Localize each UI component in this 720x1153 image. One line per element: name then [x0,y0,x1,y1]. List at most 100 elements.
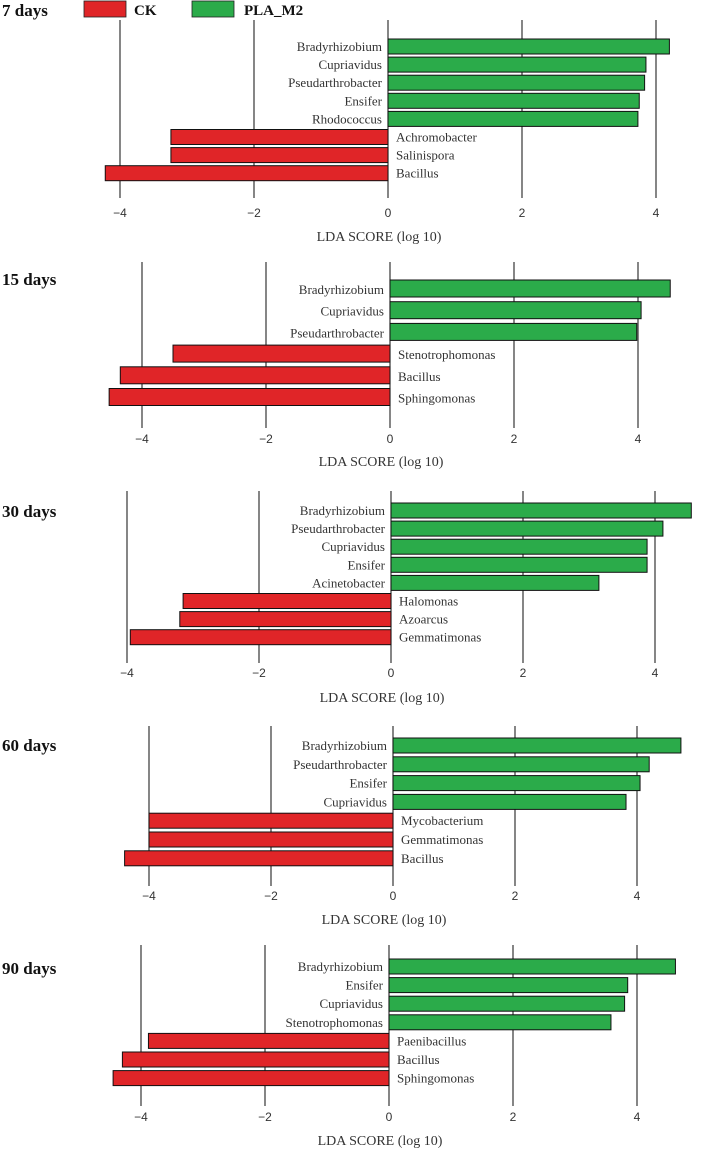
bar-bradyrhizobium [389,279,671,298]
bar-bradyrhizobium [390,502,692,519]
legend-pla-m2-swatch [191,0,235,18]
tick-label: −2 [252,666,266,680]
bar-ensifer [388,977,629,994]
bar-cupriavidus [387,56,647,73]
taxon-label: Sphingomonas [398,391,475,406]
panel-title: 7 days [2,1,48,20]
tick-label: 0 [388,666,395,680]
taxon-label: Bradyrhizobium [300,503,385,518]
bar-pseudarthrobacter [392,756,650,773]
taxon-label: Paenibacillus [397,1033,466,1048]
taxon-label: Cupriavidus [320,304,384,319]
bar-bradyrhizobium [388,958,676,975]
taxon-label: Achromobacter [396,130,478,145]
tick-label: −2 [247,206,261,220]
tick-label: 4 [635,432,642,446]
bar-pseudarthrobacter [390,520,664,537]
taxon-label: Bradyrhizobium [299,282,384,297]
tick-label: 0 [387,432,394,446]
panel-15-days: Bradyrhizobium Cupriavidus Pseudarthrobact… [2,262,671,470]
bar-acinetobacter [390,574,600,591]
tick-label: 2 [512,889,519,903]
tick-label: −4 [113,206,127,220]
taxon-label: Ensifer [349,776,387,791]
tick-label: 0 [390,889,397,903]
x-axis-label: LDA SCORE (log 10) [319,455,444,470]
panel-7-days: Bradyrhizobium Cupriavidus Pseudarthrobact… [2,1,670,245]
bar-bacillus [104,165,389,182]
tick-label: −4 [135,432,149,446]
tick-label: 0 [385,206,392,220]
legend-ck-label: CK [134,3,157,19]
taxon-label: Ensifer [345,978,383,993]
tick-label: 4 [634,1110,641,1124]
tick-label: 2 [511,432,518,446]
taxon-label: Bradyrhizobium [297,39,382,54]
bar-ensifer [392,775,641,792]
taxon-label: Pseudarthrobacter [290,325,385,340]
tick-label: −2 [264,889,278,903]
taxon-label: Bacillus [398,369,441,384]
bar-mycobacterium [148,812,394,829]
taxon-label: Bacillus [396,166,439,181]
taxon-label: Stenotrophomonas [398,347,496,362]
tick-label: −4 [120,666,134,680]
taxon-label: Cupriavidus [321,539,385,554]
bar-gemmatimonas [129,629,392,646]
bar-cupriavidus [392,793,627,810]
panel-90-days: Bradyrhizobium Ensifer Cupriavidus Stenotro… [2,945,676,1149]
panel-60-days: Bradyrhizobium Pseudarthrobacter Ensifer Cu… [2,726,682,928]
taxon-label: Cupriavidus [323,794,387,809]
bar-sphingomonas [108,388,391,406]
bar-pseudarthrobacter [389,322,638,341]
taxon-label: Ensifer [347,557,385,572]
taxon-label: Ensifer [344,93,382,108]
bar-gemmatimonas [148,831,394,848]
panel-title: 60 days [2,736,57,755]
bar-cupriavidus [388,995,626,1012]
bar-bacillus [119,366,391,385]
taxon-label: Rhodococcus [312,111,382,126]
x-axis-label: LDA SCORE (log 10) [320,691,445,706]
taxon-label: Cupriavidus [319,996,383,1011]
bar-rhodococcus [387,110,639,127]
taxon-label: Gemmatimonas [401,832,483,847]
tick-label: 2 [519,206,526,220]
taxon-label: Mycobacterium [401,813,483,828]
bar-sphingomonas [112,1070,390,1087]
taxon-label: Gemmatimonas [399,630,481,645]
panel-title: 90 days [2,959,57,978]
taxon-label: Bradyrhizobium [298,959,383,974]
taxon-label: Bradyrhizobium [302,738,387,753]
bar-paenibacillus [147,1032,390,1049]
taxon-label: Halomonas [399,594,458,609]
bar-bradyrhizobium [387,38,670,55]
taxon-label: Acinetobacter [312,575,386,590]
taxon-label: Pseudarthrobacter [293,757,388,772]
tick-label: 0 [386,1110,393,1124]
taxon-label: Stenotrophomonas [286,1015,384,1030]
legend-pla-m2-label: PLA_M2 [244,3,303,19]
x-axis-label: LDA SCORE (log 10) [318,1134,443,1149]
taxon-label: Bacillus [397,1052,440,1067]
panel-30-days: Bradyrhizobium Pseudarthrobacter Cupriavid… [2,491,692,706]
bar-bradyrhizobium [392,737,682,754]
bar-ensifer [390,556,648,573]
tick-label: 4 [652,666,659,680]
tick-label: −2 [259,432,273,446]
tick-label: 2 [520,666,527,680]
tick-label: −4 [142,889,156,903]
taxon-label: Sphingomonas [397,1071,474,1086]
bar-ensifer [387,92,640,109]
bar-bacillus [121,1051,390,1068]
panels: Bradyrhizobium Cupriavidus Pseudarthrobact… [2,1,692,1149]
taxon-label: Azoarcus [399,612,448,627]
bar-halomonas [182,593,392,609]
taxon-label: Cupriavidus [318,57,382,72]
bar-stenotrophomonas [172,344,391,363]
tick-label: 4 [653,206,660,220]
bar-azoarcus [179,611,392,628]
taxon-label: Pseudarthrobacter [291,521,386,536]
panel-title: 30 days [2,502,57,521]
